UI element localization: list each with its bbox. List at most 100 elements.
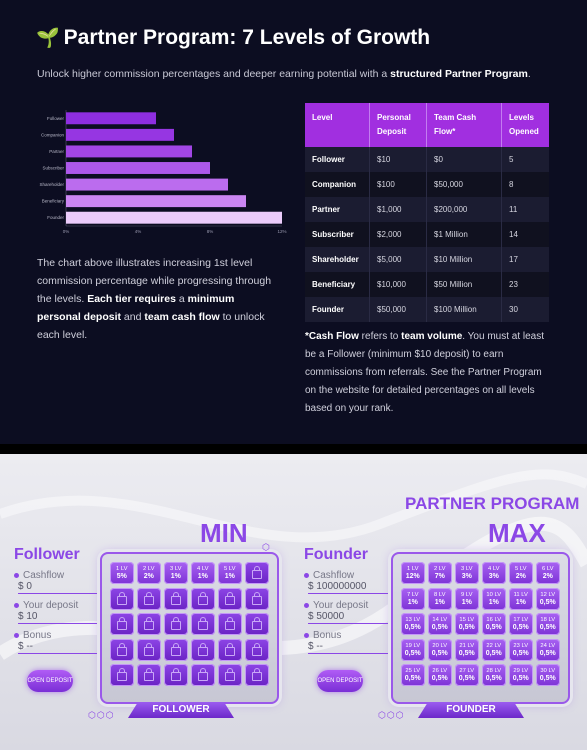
desc-bold: Each tier requires <box>87 293 176 305</box>
intro-bold: structured Partner Program <box>390 68 528 80</box>
level-percent: 0,5% <box>512 624 529 631</box>
level-percent: 7% <box>434 573 445 580</box>
level-number: 1 LV <box>116 566 128 572</box>
levels-table: Level Personal Deposit Team Cash Flow* L… <box>305 103 549 322</box>
lock-icon <box>224 617 235 630</box>
bonus-value: $ -- <box>18 641 100 654</box>
level-number: 14 LV <box>432 617 448 623</box>
col-levels-opened: Levels Opened <box>501 103 549 147</box>
level-grid: 1 LV 12% 2 LV 7% 3 LV 3% 4 LV 3% 5 LV 2% 6 LV 2% 7 L… <box>401 562 560 686</box>
level-number: 23 LV <box>513 642 529 649</box>
level-cell: 5 LV 1% <box>218 562 242 584</box>
level-cell: 2 LV 7% <box>428 562 452 584</box>
lock-icon <box>170 642 181 656</box>
cell-deposit: $10,000 <box>369 272 427 297</box>
cell-level: Companion <box>305 172 370 197</box>
level-number: 18 LV <box>540 617 556 623</box>
lock-icon <box>224 591 235 605</box>
title-text: Partner Program: 7 Levels of Growth <box>63 26 431 49</box>
level-cell: 30 LV 0,5% <box>536 664 560 686</box>
level-number: 26 LV <box>432 668 448 674</box>
level-cell: 27 LV 0,5% <box>455 664 479 686</box>
level-percent: 2% <box>515 573 526 580</box>
note-part: refers to <box>358 331 402 342</box>
level-cell: 15 LV 0,5% <box>455 613 479 635</box>
level-number: 5 LV <box>224 566 236 572</box>
level-cell: 17 LV 0,5% <box>509 613 533 635</box>
lock-icon <box>224 668 235 681</box>
open-deposit-button[interactable]: OPEN DEPOSIT <box>27 670 73 692</box>
locked-level-cell <box>110 587 134 610</box>
section-divider <box>0 444 587 454</box>
table-row: Companion $100 $50,000 8 <box>305 172 549 197</box>
hexagon-decor: ⬡⬡⬡ <box>88 710 115 720</box>
level-percent: 1% <box>434 598 445 606</box>
level-cell: 6 LV 2% <box>536 562 560 584</box>
sprout-icon: 🌱 <box>36 28 60 49</box>
level-cell: 9 LV 1% <box>455 587 479 610</box>
y-tick-label: Follower <box>47 116 65 121</box>
follower-plate: FOLLOWER <box>128 702 234 718</box>
level-number: 9 LV <box>461 591 473 598</box>
level-number: 20 LV <box>432 642 448 649</box>
min-label: MIN <box>200 518 248 548</box>
level-number: 27 LV <box>459 668 475 674</box>
level-grid: 1 LV 5% 2 LV 2% 3 LV 1% 4 LV 1% 5 LV 1% <box>110 562 269 686</box>
level-percent: 1% <box>515 598 526 606</box>
y-tick-label: Founder <box>47 215 64 220</box>
level-cell: 19 LV 0,5% <box>401 638 425 661</box>
open-deposit-button[interactable]: OPEN DEPOSIT <box>317 670 363 692</box>
table-row: Founder $50,000 $100 Million 30 <box>305 297 549 322</box>
cell-level: Follower <box>305 147 370 172</box>
cashflow-value: $ 100000000 <box>308 581 390 594</box>
page-title: 🌱 Partner Program: 7 Levels of Growth <box>36 26 430 50</box>
level-percent: 1% <box>461 598 472 606</box>
locked-level-cell <box>245 638 269 661</box>
level-percent: 0,5% <box>485 649 502 657</box>
founder-plate: FOUNDER <box>418 702 524 718</box>
bonus-label: Bonus <box>14 630 100 641</box>
level-number: 3 LV <box>170 566 182 572</box>
chart-description: The chart above illustrates increasing 1… <box>37 254 279 344</box>
note-bold: *Cash Flow <box>305 331 359 342</box>
locked-level-cell <box>191 587 215 610</box>
cell-deposit: $5,000 <box>369 247 427 272</box>
level-number: 5 LV <box>515 566 527 572</box>
level-cell: 3 LV 1% <box>164 562 188 584</box>
table-row: Partner $1,000 $200,000 11 <box>305 197 549 222</box>
intro-text: Unlock higher commission percentages and… <box>37 68 557 80</box>
table-row: Beneficiary $10,000 $50 Million 23 <box>305 272 549 297</box>
cashflow-value: $ 0 <box>18 581 100 594</box>
rank-name: Founder <box>304 546 368 563</box>
locked-level-cell <box>245 587 269 610</box>
cell-cash-flow: $100 Million <box>426 297 502 322</box>
note-bold: team volume <box>401 331 463 342</box>
table-header-row: Level Personal Deposit Team Cash Flow* L… <box>305 103 549 147</box>
level-number: 4 LV <box>488 566 500 572</box>
col-personal-deposit: Personal Deposit <box>369 103 427 147</box>
level-cell: 12 LV 0,5% <box>536 587 560 610</box>
bar-subscriber <box>66 162 210 174</box>
cell-levels-opened: 5 <box>501 147 549 172</box>
level-cell: 23 LV 0,5% <box>509 638 533 661</box>
bar-companion <box>66 128 174 141</box>
cell-deposit: $10 <box>369 147 427 172</box>
cell-levels-opened: 23 <box>501 272 549 297</box>
level-percent: 0,5% <box>539 598 556 606</box>
level-cell: 8 LV 1% <box>428 587 452 610</box>
level-percent: 0,5% <box>539 675 556 682</box>
locked-level-cell <box>110 638 134 661</box>
cash-flow-note: *Cash Flow refers to team volume. You mu… <box>305 328 555 418</box>
level-number: 19 LV <box>405 642 421 649</box>
level-cell: 1 LV 5% <box>110 562 134 584</box>
desc-part: The chart above illustrates increasing 1… <box>37 257 272 305</box>
level-cell: 4 LV 3% <box>482 562 506 584</box>
level-number: 29 LV <box>513 668 529 674</box>
level-number: 7 LV <box>407 591 419 598</box>
level-number: 30 LV <box>540 668 556 674</box>
level-cell: 14 LV 0,5% <box>428 613 452 635</box>
locked-level-cell <box>110 613 134 635</box>
locked-level-cell <box>164 664 188 686</box>
level-percent: 5% <box>116 573 127 580</box>
x-tick-label: 12% <box>277 229 286 234</box>
